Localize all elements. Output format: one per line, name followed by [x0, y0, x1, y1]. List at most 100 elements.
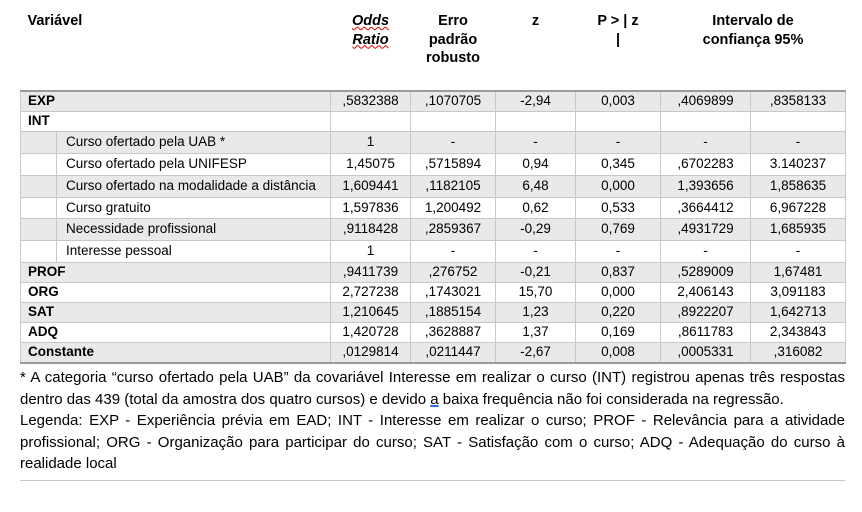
ratio-word: Ratio — [352, 31, 389, 48]
cell-value: ,9411739 — [330, 262, 411, 284]
table-row: PROF ,9411739,276752 -0,21 0,837,5289009 1,6… — [20, 262, 846, 284]
row-label: ADQ — [20, 322, 331, 344]
row-label-text: Curso ofertado pela UAB * — [66, 133, 226, 149]
table-row: ADQ 1,420728,3628887 1,37 0,169,8611783 2,34… — [20, 322, 846, 344]
row-label-sub: Curso ofertado pela UAB * — [20, 130, 331, 154]
cell-value: 3,091183 — [750, 282, 846, 304]
cell-value: 3.140237 — [750, 152, 846, 176]
cell-value: - — [750, 130, 846, 154]
row-label-sub: Curso ofertado na modalidade a distância — [20, 174, 331, 198]
header-row: Variável Odds Ratio Erro padrão robusto … — [20, 8, 846, 91]
row-label-sub: Curso ofertado pela UNIFESP — [20, 152, 331, 176]
cell-value — [575, 110, 661, 132]
table-row: SAT 1,210645,1885154 1,23 0,220,8922207 1,64… — [20, 302, 846, 324]
cell-value: 2,406143 — [660, 282, 751, 304]
table-row: Necessidade profissional ,9118428,2859367… — [20, 218, 846, 242]
row-label-sub: Necessidade profissional — [20, 218, 331, 242]
cell-value: ,5289009 — [660, 262, 751, 284]
cell-value: ,5832388 — [330, 90, 411, 112]
cell-value: ,0211447 — [410, 342, 496, 365]
table-row: Curso ofertado pela UAB * 1- - - - - — [20, 130, 846, 154]
row-label-text: Interesse pessoal — [66, 243, 172, 259]
row-label-text: Necessidade profissional — [66, 221, 217, 237]
cell-value: ,3628887 — [410, 322, 496, 344]
cell-value: - — [750, 240, 846, 264]
cell-value: ,1182105 — [410, 174, 496, 198]
cell-value: - — [410, 240, 496, 264]
cell-value: 1,597836 — [330, 196, 411, 220]
cell-value: - — [495, 130, 576, 154]
cell-value: 6,967228 — [750, 196, 846, 220]
table-body: EXP ,5832388,1070705 -2,94 0,003,4069899,83… — [20, 90, 846, 365]
cell-value: 1 — [330, 130, 411, 154]
col-header-erro-padrao: Erro padrão robusto — [426, 13, 480, 67]
cell-value: ,276752 — [410, 262, 496, 284]
grammar-underline: a — [430, 390, 439, 408]
row-label: SAT — [20, 302, 331, 324]
cell-value: 0,000 — [575, 174, 661, 198]
cell-value: ,6702283 — [660, 152, 751, 176]
row-label-text: Curso ofertado pela UNIFESP — [66, 155, 247, 171]
indent-cell — [21, 241, 57, 263]
cell-value: ,0005331 — [660, 342, 751, 365]
row-label-sub: Curso gratuito — [20, 196, 331, 220]
cell-value: - — [575, 130, 661, 154]
odds-word: Odds — [351, 13, 390, 29]
row-label-text: Curso ofertado na modalidade a distância — [66, 177, 316, 193]
cell-value: 0,837 — [575, 262, 661, 284]
cell-value: - — [575, 240, 661, 264]
cell-value — [495, 110, 576, 132]
cell-value: 1,67481 — [750, 262, 846, 284]
cell-value: 1,23 — [495, 302, 576, 324]
table-row: EXP ,5832388,1070705 -2,94 0,003,4069899,83… — [20, 90, 846, 112]
footnote-text-2: baixa frequência não foi considerada na … — [438, 390, 784, 408]
cell-value: 0,169 — [575, 322, 661, 344]
cell-value — [410, 110, 496, 132]
cell-value: ,1743021 — [410, 282, 496, 304]
cell-value: 1,420728 — [330, 322, 411, 344]
cell-value: 0,345 — [575, 152, 661, 176]
cell-value: 2,343843 — [750, 322, 846, 344]
bottom-rule — [20, 475, 845, 481]
cell-value: ,9118428 — [330, 218, 411, 242]
cell-value: ,8922207 — [660, 302, 751, 324]
col-header-p: P > | z | — [597, 13, 639, 48]
indent-cell — [21, 153, 57, 175]
table-row: ORG 2,727238,1743021 15,70 0,000 2,406143 3,0… — [20, 282, 846, 304]
col-header-variavel: Variável — [27, 13, 83, 29]
table-row: INT — [20, 110, 846, 132]
table-row: Curso gratuito 1,597836 1,200492 0,62 0,533,… — [20, 196, 846, 220]
col-header-z: z — [531, 13, 540, 29]
cell-value: ,5715894 — [410, 152, 496, 176]
document-page: Variável Odds Ratio Erro padrão robusto … — [20, 8, 846, 481]
cell-value: ,2859367 — [410, 218, 496, 242]
row-label: ORG — [20, 282, 331, 304]
cell-value: 0,62 — [495, 196, 576, 220]
cell-value: 0,008 — [575, 342, 661, 365]
cell-value: ,4931729 — [660, 218, 751, 242]
row-label-sub: Interesse pessoal — [20, 240, 331, 264]
col-header-odds-ratio: Odds Ratio — [331, 8, 411, 91]
cell-value: 1,685935 — [750, 218, 846, 242]
cell-value: 0,533 — [575, 196, 661, 220]
cell-value: -2,67 — [495, 342, 576, 365]
cell-value: 1,200492 — [410, 196, 496, 220]
cell-value: 1,393656 — [660, 174, 751, 198]
row-label-text: Curso gratuito — [66, 199, 151, 215]
notes-section: * A categoria “curso ofertado pela UAB” … — [20, 367, 845, 481]
cell-value: 1,609441 — [330, 174, 411, 198]
cell-value: ,1070705 — [410, 90, 496, 112]
col-header-intervalo-confianca: Intervalo de confiança 95% — [702, 13, 804, 48]
footnote: * A categoria “curso ofertado pela UAB” … — [20, 367, 845, 410]
cell-value: 6,48 — [495, 174, 576, 198]
table-row: Curso ofertado na modalidade a distância… — [20, 174, 846, 198]
cell-value: - — [660, 130, 751, 154]
cell-value: - — [495, 240, 576, 264]
cell-value: 0,94 — [495, 152, 576, 176]
cell-value: 1,210645 — [330, 302, 411, 324]
table-header: Variável Odds Ratio Erro padrão robusto … — [20, 8, 846, 91]
cell-value: 0,769 — [575, 218, 661, 242]
cell-value: 1,45075 — [330, 152, 411, 176]
cell-value — [660, 110, 751, 132]
cell-value: 1,858635 — [750, 174, 846, 198]
